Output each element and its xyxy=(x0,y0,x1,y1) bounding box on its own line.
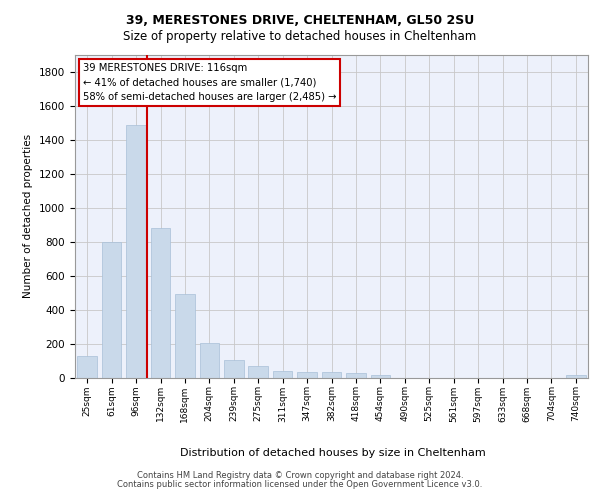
Bar xyxy=(224,360,244,378)
Bar xyxy=(102,242,121,378)
Text: Contains HM Land Registry data © Crown copyright and database right 2024.: Contains HM Land Registry data © Crown c… xyxy=(137,471,463,480)
Bar xyxy=(273,370,292,378)
Bar xyxy=(127,124,146,378)
Text: Contains public sector information licensed under the Open Government Licence v3: Contains public sector information licen… xyxy=(118,480,482,489)
Text: Size of property relative to detached houses in Cheltenham: Size of property relative to detached ho… xyxy=(124,30,476,43)
Bar xyxy=(566,375,586,378)
Text: Distribution of detached houses by size in Cheltenham: Distribution of detached houses by size … xyxy=(180,448,486,458)
Bar xyxy=(322,372,341,378)
Bar xyxy=(200,342,219,378)
Text: 39 MERESTONES DRIVE: 116sqm
← 41% of detached houses are smaller (1,740)
58% of : 39 MERESTONES DRIVE: 116sqm ← 41% of det… xyxy=(83,63,336,102)
Bar xyxy=(248,366,268,378)
Y-axis label: Number of detached properties: Number of detached properties xyxy=(23,134,34,298)
Bar xyxy=(151,228,170,378)
Text: 39, MERESTONES DRIVE, CHELTENHAM, GL50 2SU: 39, MERESTONES DRIVE, CHELTENHAM, GL50 2… xyxy=(126,14,474,27)
Bar xyxy=(297,372,317,378)
Bar xyxy=(371,375,390,378)
Bar xyxy=(77,356,97,378)
Bar xyxy=(175,294,194,378)
Bar xyxy=(346,374,366,378)
